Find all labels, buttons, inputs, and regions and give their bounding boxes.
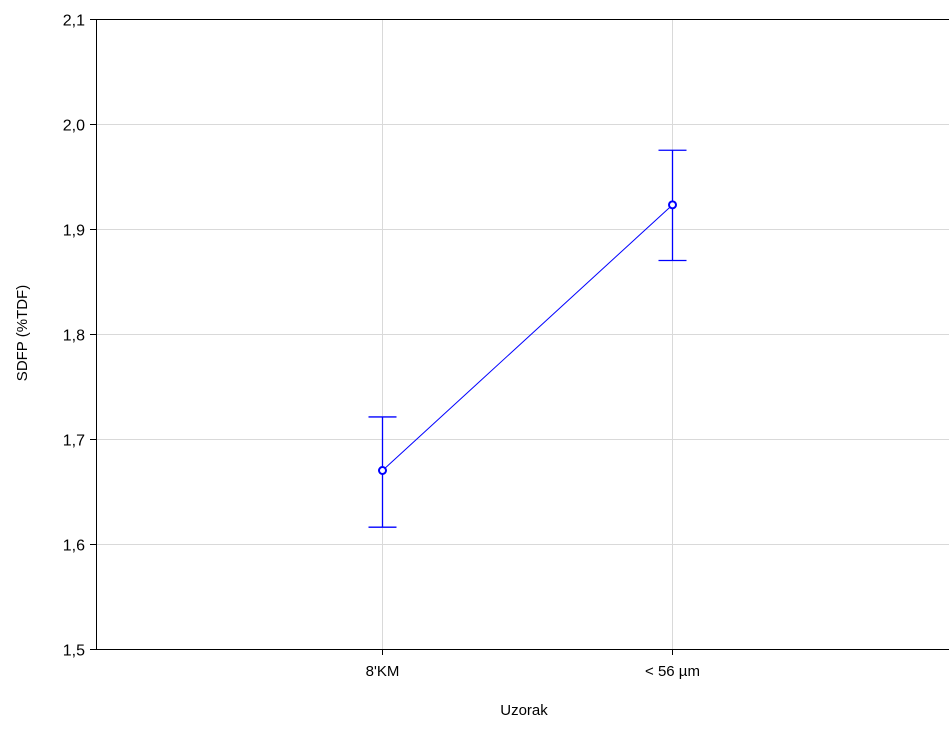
y-tick-label: 1,6 (63, 538, 85, 555)
y-tick-label: 2,1 (63, 13, 85, 30)
x-tick-label: < 56 µm (645, 663, 700, 680)
data-point (668, 200, 677, 210)
x-tick-label: 8'KM (366, 663, 400, 680)
grid-layer (96, 19, 949, 649)
label-layer: Uzorak SDFP (%TDF) 1,5 1,6 1,7 1,8 1,9 2,0 2,1… (14, 13, 700, 720)
x-axis-title: Uzorak (500, 702, 548, 719)
y-axis-title: SDFP (%TDF) (14, 285, 31, 381)
y-tick-label: 1,8 (63, 328, 85, 345)
y-tick-label: 2,0 (63, 118, 85, 135)
y-tick-label: 1,9 (63, 223, 85, 240)
series-layer (368, 149, 687, 528)
axis-layer (90, 19, 949, 655)
series-line (382, 204, 673, 471)
data-point (378, 466, 387, 475)
y-tick-label: 1,7 (63, 433, 85, 450)
y-tick-label: 1,5 (63, 643, 85, 660)
